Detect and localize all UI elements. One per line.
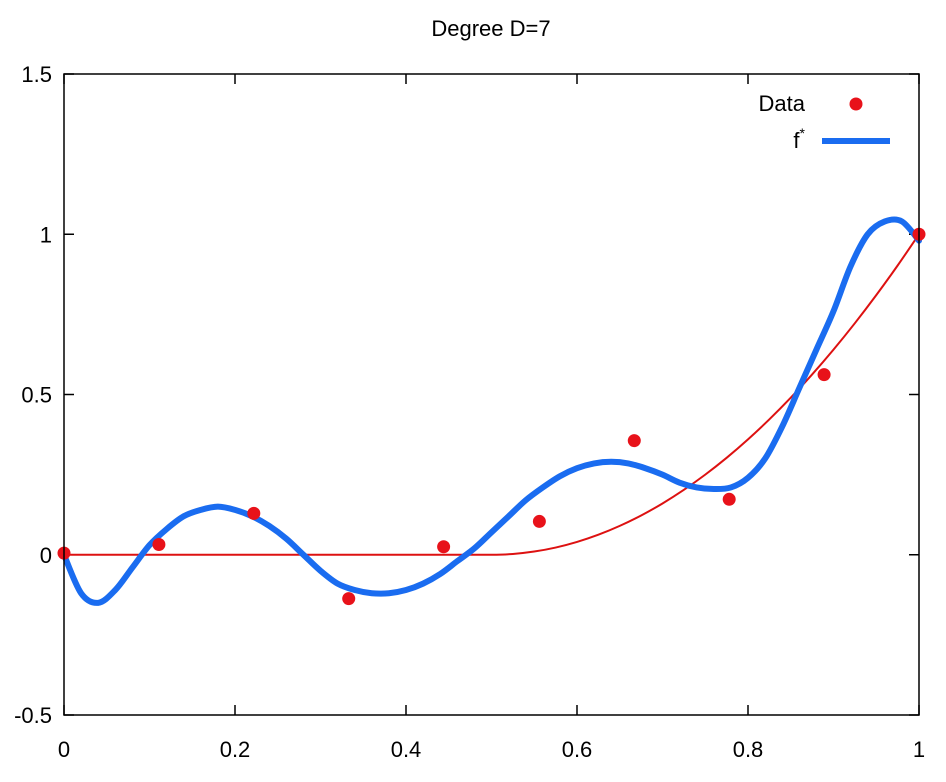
x-tick-label: 0.2 <box>220 737 251 762</box>
legend: Data f* <box>759 91 890 153</box>
data-point <box>722 492 736 506</box>
chart-title: Degree D=7 <box>431 16 550 41</box>
y-tick-label: 0 <box>40 543 52 568</box>
legend-label: Data <box>759 91 806 116</box>
x-tick-label: 1 <box>913 737 925 762</box>
x-tick-label: 0.8 <box>733 737 764 762</box>
x-tick-label: 0.4 <box>391 737 422 762</box>
data-point <box>437 540 451 554</box>
data-point <box>817 368 831 382</box>
data-point <box>342 592 356 606</box>
data-point <box>152 537 166 551</box>
legend-label-text: f <box>793 128 800 153</box>
y-tick-label: 0.5 <box>21 383 52 408</box>
y-tick-label: -0.5 <box>14 703 52 728</box>
legend-label-text: Data <box>759 91 806 116</box>
series-layer <box>57 216 926 606</box>
axes: 0 0.2 0.4 0.6 0.8 1-0.500.511.5 <box>14 62 925 762</box>
fit-curve-line <box>61 216 922 606</box>
plot-frame <box>63 73 920 716</box>
y-tick-label: 1 <box>40 222 52 247</box>
legend-swatch-dot <box>849 97 863 111</box>
data-point <box>627 434 641 448</box>
legend-label-superscript: * <box>800 125 806 141</box>
data-point <box>532 514 546 528</box>
reference-curve-line <box>64 233 920 556</box>
x-tick-label: 0 <box>58 737 70 762</box>
x-tick-label: 0.6 <box>562 737 593 762</box>
legend-label: f* <box>793 125 805 153</box>
data-point <box>247 506 261 520</box>
y-tick-label: 1.5 <box>21 62 52 87</box>
